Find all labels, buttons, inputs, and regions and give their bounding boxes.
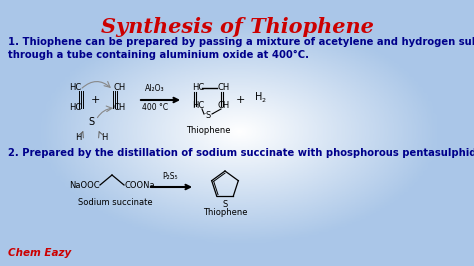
Text: NaOOC: NaOOC [69,181,100,189]
Text: Sodium succinate: Sodium succinate [78,198,152,207]
Text: CH: CH [217,84,229,93]
Text: 2. Prepared by the distillation of sodium succinate with phosphorous pentasulphi: 2. Prepared by the distillation of sodiu… [8,148,474,158]
Text: H: H [101,134,107,143]
Text: 2: 2 [261,98,265,102]
Text: S: S [88,117,94,127]
Text: Al₂O₃: Al₂O₃ [145,84,165,93]
Text: ·: · [203,111,205,117]
Text: Thiophene: Thiophene [186,126,230,135]
Text: ·: · [211,111,213,117]
Text: CH: CH [218,102,230,110]
Text: P₂S₅: P₂S₅ [162,172,178,181]
Text: +: + [235,95,245,105]
Text: HC: HC [69,84,81,93]
Text: Thiophene: Thiophene [203,208,247,217]
Text: H: H [255,92,263,102]
Text: ··: ·· [89,115,93,121]
Text: 400 °C: 400 °C [142,103,168,112]
Text: S: S [222,200,228,209]
Text: HC: HC [69,103,81,113]
Text: CH: CH [113,84,125,93]
Text: HC: HC [192,84,204,93]
Text: Chem Eazy: Chem Eazy [8,248,71,258]
Text: Synthesis of Thiophene: Synthesis of Thiophene [100,17,374,37]
Text: 1. Thiophene can be prepared by passing a mixture of acetylene and hydrogen sulp: 1. Thiophene can be prepared by passing … [8,37,474,47]
Text: CH: CH [113,103,125,113]
Text: S: S [205,110,210,119]
Text: +: + [91,95,100,105]
Text: H: H [75,134,81,143]
Text: COONa: COONa [124,181,155,189]
Text: HC: HC [192,102,204,110]
Text: through a tube containing aluminium oxide at 400°C.: through a tube containing aluminium oxid… [8,50,309,60]
